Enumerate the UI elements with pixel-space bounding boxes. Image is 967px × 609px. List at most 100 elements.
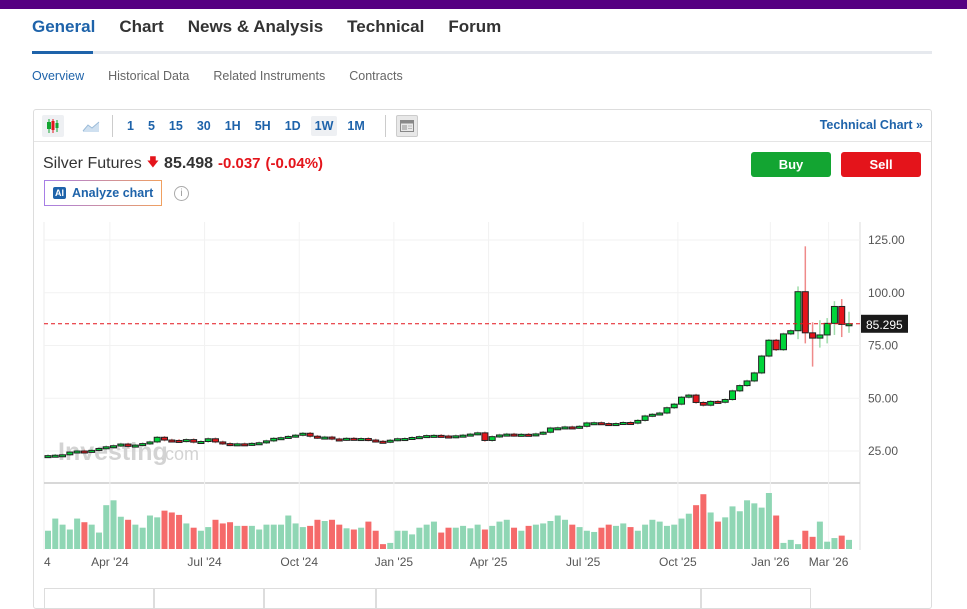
y-tick-label: 25.00 (868, 444, 898, 458)
x-tick-label: Jul '25 (566, 555, 601, 569)
volume-bar (387, 542, 394, 549)
subtab-historical-data[interactable]: Historical Data (108, 69, 190, 83)
volume-bar (744, 500, 751, 549)
volume-bar (416, 527, 423, 549)
tab-forum[interactable]: Forum (448, 17, 502, 36)
candle-up (262, 440, 270, 444)
info-icon[interactable]: i (174, 186, 189, 201)
volume-bar (547, 521, 554, 549)
volume-bar (824, 541, 831, 549)
tab-technical[interactable]: Technical (347, 17, 425, 36)
volume-bar (816, 521, 823, 549)
analyze-chart-button[interactable]: AI Analyze chart (44, 180, 163, 206)
subtab-overview[interactable]: Overview (32, 69, 85, 83)
volume-bar (190, 527, 197, 549)
tab-news-analysis[interactable]: News & Analysis (187, 17, 324, 36)
volume-bar (511, 527, 518, 549)
volume-bar (474, 524, 481, 549)
candle-down (335, 438, 343, 442)
volume-bar (336, 524, 343, 549)
volume-bar (693, 505, 700, 549)
volume-bar (212, 519, 219, 549)
technical-chart-link[interactable]: Technical Chart » (819, 118, 923, 132)
volume-bar (656, 521, 663, 549)
candle-up (670, 403, 678, 409)
timeframe-1h[interactable]: 1H (224, 118, 241, 133)
candle-up (459, 434, 467, 438)
candle-up (430, 434, 438, 438)
volume-bar (394, 530, 401, 549)
volume-bar (663, 525, 670, 549)
timeframe-5[interactable]: 5 (147, 118, 155, 133)
volume-bar (846, 539, 852, 549)
chart-panel: 1 5 15 30 1H 5H 1D 1W 1M Technical Chart… (33, 109, 932, 609)
volume-bar (234, 525, 241, 549)
candlestick-icon[interactable] (42, 114, 64, 137)
volume-bar (518, 530, 525, 549)
candle-up (146, 441, 154, 445)
volume-bar (139, 527, 146, 549)
tab-general[interactable]: General (32, 17, 96, 36)
x-tick-label: Oct '24 (280, 555, 318, 569)
volume-bar (729, 506, 736, 549)
volume-bar (634, 530, 641, 549)
candle-down (597, 422, 605, 426)
volume-bar (52, 518, 59, 549)
sell-button[interactable]: Sell (841, 152, 921, 177)
timeframe-5h[interactable]: 5H (254, 118, 271, 133)
subtab-related-instruments[interactable]: Related Instruments (213, 69, 326, 83)
candle-up (51, 454, 59, 458)
volume-bar (81, 522, 88, 549)
volume-bar (401, 530, 408, 549)
volume-bar (489, 525, 496, 549)
subtab-contracts[interactable]: Contracts (349, 69, 403, 83)
candle-up (408, 436, 416, 440)
volume-bar (321, 521, 328, 549)
buy-button[interactable]: Buy (751, 152, 831, 177)
candle-down (364, 438, 372, 442)
volume-bar (438, 532, 445, 549)
area-chart-icon[interactable] (80, 115, 102, 137)
candle-up (736, 385, 744, 392)
volume-bar (795, 544, 802, 549)
timeframe-15[interactable]: 15 (168, 118, 183, 133)
volume-bar (430, 521, 437, 549)
volume-bar (671, 524, 678, 549)
candle-up (539, 431, 547, 435)
timeframe-1w[interactable]: 1W (310, 115, 338, 136)
candle-up (721, 399, 729, 403)
price-change-percent: (-0.04%) (265, 155, 324, 172)
timeframe-1d[interactable]: 1D (284, 118, 301, 133)
volume-bar (627, 527, 634, 549)
volume-bar (59, 524, 66, 549)
candle-down (525, 433, 533, 437)
candle-down (445, 435, 452, 439)
volume-bar (780, 542, 787, 549)
volume-bar (562, 519, 569, 549)
timeframe-1[interactable]: 1 (127, 118, 134, 133)
candle-up (765, 339, 773, 357)
volume-bar (569, 524, 576, 549)
volume-bar (554, 515, 561, 549)
timeframe-1m[interactable]: 1M (347, 118, 365, 133)
candle-down (211, 438, 219, 443)
volume-bar (423, 524, 430, 549)
volume-bar (503, 519, 510, 549)
volume-bar (292, 523, 299, 549)
volume-bar (591, 531, 598, 549)
volume-bar (642, 524, 649, 549)
candle-up (270, 437, 278, 442)
timeframe-30[interactable]: 30 (196, 118, 211, 133)
layout-icon[interactable] (395, 114, 418, 137)
summary-cell (701, 588, 811, 608)
candle-up (386, 439, 394, 443)
candle-up (357, 438, 365, 442)
sub-tabs: Overview Historical Data Related Instrum… (32, 69, 403, 83)
tab-chart[interactable]: Chart (119, 17, 164, 36)
candle-down (372, 439, 380, 443)
candle-up (255, 442, 263, 446)
price-change: -0.037 (217, 155, 261, 172)
volume-bar (95, 532, 102, 549)
y-tick-label: 125.00 (868, 233, 905, 247)
